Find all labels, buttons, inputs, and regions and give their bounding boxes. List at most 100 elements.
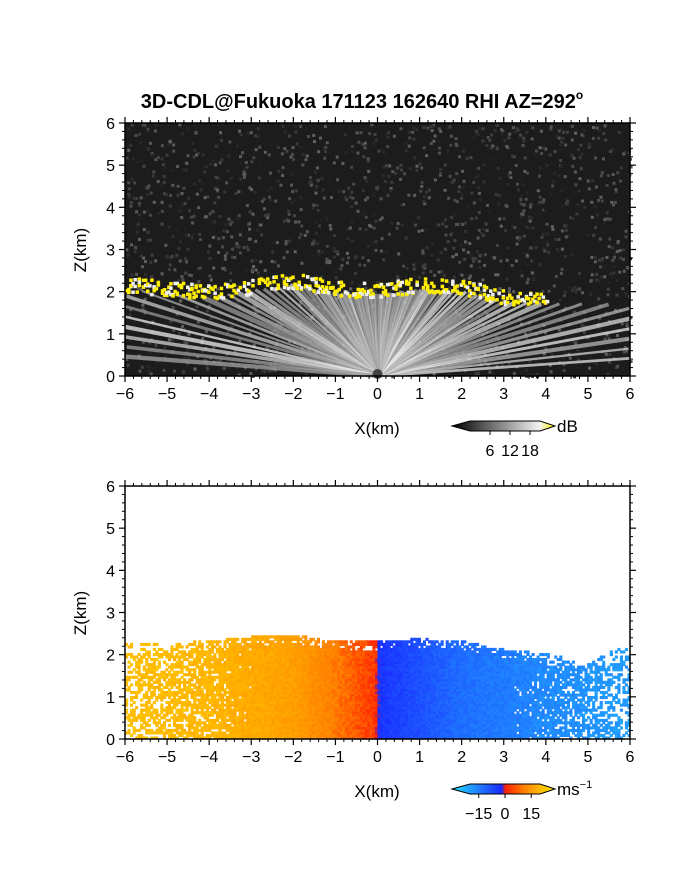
noise-speckle xyxy=(494,273,498,277)
velocity-pixel xyxy=(246,728,250,732)
velocity-pixel xyxy=(279,685,283,689)
velocity-pixel xyxy=(208,701,212,705)
cloud-pixel-high xyxy=(266,277,270,281)
velocity-pixel xyxy=(162,708,166,712)
velocity-pixel xyxy=(281,685,285,689)
velocity-pixel xyxy=(198,642,202,646)
velocity-pixel xyxy=(243,708,247,712)
velocity-pixel xyxy=(218,645,222,649)
noise-speckle xyxy=(528,219,532,223)
noise-speckle xyxy=(452,178,456,182)
noise-speckle xyxy=(550,189,554,193)
velocity-pixel xyxy=(256,718,260,722)
y-tick-label: 2 xyxy=(106,285,115,302)
velocity-pixel xyxy=(180,660,184,664)
velocity-pixel xyxy=(316,650,320,654)
noise-speckle xyxy=(480,232,483,235)
noise-speckle xyxy=(203,292,207,295)
noise-speckle xyxy=(622,350,626,354)
velocity-pixel xyxy=(226,718,230,722)
cloud-pixel-high xyxy=(308,284,312,288)
velocity-pixel xyxy=(284,708,288,712)
velocity-pixel xyxy=(311,690,315,694)
velocity-pixel xyxy=(284,665,288,669)
velocity-pixel xyxy=(200,663,204,667)
noise-speckle xyxy=(129,143,133,147)
velocity-pixel xyxy=(266,706,270,710)
velocity-pixel xyxy=(248,650,252,654)
noise-speckle xyxy=(285,149,289,153)
velocity-pixel xyxy=(301,716,305,720)
noise-speckle xyxy=(248,227,252,231)
velocity-pixel xyxy=(276,688,280,692)
velocity-pixel xyxy=(223,721,227,725)
velocity-pixel xyxy=(286,637,290,641)
velocity-pixel xyxy=(223,678,227,682)
velocity-pixel xyxy=(188,678,192,682)
velocity-pixel xyxy=(208,670,212,674)
velocity-pixel xyxy=(223,713,227,717)
velocity-pixel xyxy=(314,723,318,727)
velocity-pixel xyxy=(299,663,303,667)
velocity-pixel xyxy=(238,733,242,737)
velocity-pixel xyxy=(127,718,131,722)
velocity-pixel xyxy=(296,718,300,722)
velocity-pixel xyxy=(231,660,235,664)
cloud-pixel-high xyxy=(478,294,482,298)
velocity-pixel xyxy=(279,650,283,654)
noise-speckle xyxy=(325,141,329,145)
velocity-pixel xyxy=(286,718,290,722)
noise-speckle xyxy=(572,286,576,290)
velocity-pixel xyxy=(215,670,219,674)
cloud-pixel-high xyxy=(354,295,358,300)
velocity-pixel xyxy=(152,736,156,740)
velocity-pixel xyxy=(291,647,295,651)
cloud-pixel-high xyxy=(320,279,325,283)
noise-speckle xyxy=(285,250,289,254)
velocity-pixel xyxy=(271,650,275,654)
noise-speckle xyxy=(309,317,313,321)
noise-speckle xyxy=(478,290,482,294)
noise-speckle xyxy=(576,287,580,291)
velocity-pixel xyxy=(291,658,295,662)
velocity-pixel xyxy=(210,670,214,674)
cloud-pixel-high xyxy=(238,286,243,290)
velocity-pixel xyxy=(306,693,310,697)
noise-speckle xyxy=(166,256,170,260)
velocity-pixel xyxy=(248,688,252,692)
velocity-pixel xyxy=(279,721,283,725)
noise-speckle xyxy=(573,170,577,174)
noise-speckle xyxy=(262,197,266,201)
noise-speckle xyxy=(144,186,148,190)
velocity-pixel xyxy=(203,726,207,730)
velocity-pixel xyxy=(291,728,295,732)
noise-speckle xyxy=(313,171,317,175)
velocity-pixel xyxy=(276,693,280,697)
cloud-pixel-high xyxy=(489,296,493,300)
noise-speckle xyxy=(253,190,257,194)
noise-speckle xyxy=(211,210,215,213)
velocity-pixel xyxy=(321,696,325,700)
velocity-pixel xyxy=(296,716,300,720)
velocity-pixel xyxy=(160,670,164,674)
velocity-pixel xyxy=(167,718,171,722)
velocity-pixel xyxy=(218,675,222,679)
noise-speckle xyxy=(380,237,384,241)
noise-speckle xyxy=(559,271,563,275)
noise-speckle xyxy=(209,162,213,166)
noise-speckle xyxy=(550,225,554,229)
velocity-pixel xyxy=(132,708,136,712)
cloud-pixel xyxy=(489,289,493,293)
velocity-pixel xyxy=(289,685,293,689)
velocity-pixel xyxy=(251,731,255,735)
velocity-pixel xyxy=(170,693,174,697)
noise-speckle xyxy=(208,212,212,216)
cloud-pixel-high xyxy=(453,288,457,292)
velocity-pixel xyxy=(316,701,320,705)
noise-speckle xyxy=(242,246,246,250)
velocity-pixel xyxy=(175,655,179,659)
noise-speckle xyxy=(563,203,567,207)
beam-ray xyxy=(377,356,630,378)
noise-speckle xyxy=(218,161,222,165)
noise-speckle xyxy=(196,320,200,324)
